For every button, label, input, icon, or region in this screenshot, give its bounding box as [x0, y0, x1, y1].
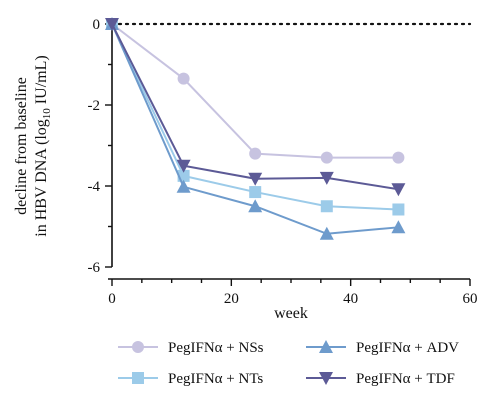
- data-point: [105, 18, 119, 31]
- y-axis-title-line2: in HBV DNA (log10 IU/mL): [33, 55, 53, 236]
- legend-label: PegIFNα + TDF: [356, 371, 455, 387]
- legend-marker: [319, 340, 333, 353]
- legend-item-pegifn-adv: PegIFNα + ADV: [306, 340, 459, 356]
- legend-label: PegIFNα + NTs: [168, 371, 263, 387]
- x-axis-title: week: [274, 305, 308, 322]
- legend-marker: [319, 372, 333, 385]
- data-point: [391, 220, 406, 234]
- series-group: [105, 17, 406, 240]
- data-point: [320, 151, 333, 164]
- x-tick-label: 0: [108, 291, 116, 307]
- data-point: [319, 171, 334, 185]
- y-axis-title: decline from baseline in HBV DNA (log10 …: [13, 55, 53, 236]
- data-point: [177, 72, 190, 85]
- series-line: [111, 23, 399, 159]
- x-tick-label: 40: [343, 291, 358, 307]
- series-line: [111, 23, 399, 191]
- legend-marker: [132, 372, 144, 384]
- series-pegifn-nss: [106, 18, 405, 164]
- y-axis-title-subscript: 10: [41, 108, 53, 120]
- legend: PegIFNα + NSs PegIFNα + NTs PegIFNα + ADV P…: [118, 340, 459, 387]
- series-pegifn-tdf: [105, 18, 406, 197]
- data-point: [320, 200, 333, 213]
- data-point: [392, 151, 405, 164]
- data-point: [391, 183, 406, 197]
- axes: [105, 18, 471, 286]
- series-pegifn-nts: [106, 18, 405, 216]
- y-axis-title-pre: in HBV DNA (log: [33, 119, 50, 237]
- series-pegifn-adv: [105, 17, 406, 240]
- legend-label: PegIFNα + NSs: [168, 340, 264, 356]
- data-point: [248, 199, 263, 213]
- data-point: [176, 179, 191, 193]
- legend-marker: [132, 341, 144, 353]
- x-tick-label: 20: [224, 291, 239, 307]
- legend-item-pegifn-nts: PegIFNα + NTs: [118, 371, 263, 387]
- x-tick-label: 60: [463, 291, 478, 307]
- data-point: [249, 147, 262, 160]
- y-axis-title-post: IU/mL): [33, 55, 50, 108]
- legend-item-pegifn-nss: PegIFNα + NSs: [118, 340, 264, 356]
- data-point: [392, 203, 405, 216]
- y-tick-label: 0: [93, 17, 101, 33]
- data-point: [176, 159, 191, 173]
- y-tick-label: -6: [88, 260, 101, 276]
- data-point: [248, 172, 263, 186]
- legend-item-pegifn-tdf: PegIFNα + TDF: [306, 371, 455, 387]
- tick-labels: 0 -2 -4 -6 0 20 40 60: [88, 17, 478, 307]
- y-tick-label: -4: [88, 179, 101, 195]
- legend-label: PegIFNα + ADV: [356, 340, 459, 356]
- y-tick-label: -2: [88, 98, 101, 114]
- data-point: [319, 226, 334, 240]
- y-axis-title-line1: decline from baseline: [13, 77, 30, 215]
- data-point: [249, 186, 262, 199]
